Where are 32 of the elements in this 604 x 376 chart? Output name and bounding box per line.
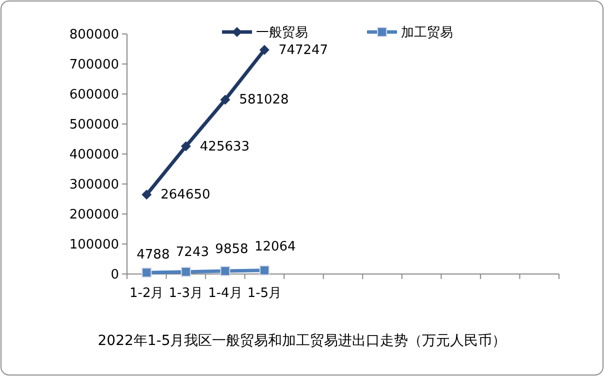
y-tick-label: 400000	[69, 148, 119, 162]
point	[180, 141, 191, 152]
data-label: 12064	[254, 239, 296, 254]
y-tick-label: 700000	[69, 58, 119, 72]
legend-label: 加工贸易	[401, 26, 453, 40]
point	[220, 94, 230, 105]
x-tick-label: 1-2月	[130, 286, 164, 301]
point	[142, 190, 152, 200]
data-label: 4788	[136, 248, 170, 263]
y-tick-label: 800000	[69, 28, 119, 42]
legend-label: 一般贸易	[256, 26, 308, 40]
x-tick-label: 1-4月	[208, 286, 242, 301]
text: 2022年1-5月我区一般贸易和加工贸易进出口走势（万元人民币）	[98, 333, 506, 349]
point	[180, 266, 191, 277]
x-tick-label: 1-3月	[168, 286, 204, 301]
y-tick-label: 300000	[69, 178, 119, 192]
data-label: 7243	[176, 244, 210, 260]
x-tick-label: 1-5月	[247, 286, 282, 301]
point	[220, 266, 230, 276]
point	[259, 265, 270, 276]
point	[259, 44, 270, 55]
y-tick-label: 500000	[69, 118, 119, 132]
y-tick-label: 0	[110, 268, 119, 282]
data-label: 264650	[160, 188, 210, 203]
y-tick-label: 100000	[69, 238, 119, 252]
data-label: 9858	[215, 242, 248, 258]
data-label: 581028	[239, 92, 289, 108]
y-tick-label: 600000	[69, 88, 119, 102]
y-tick-label: 200000	[69, 208, 119, 222]
data-label: 425633	[200, 139, 250, 154]
data-label: 747247	[278, 42, 328, 58]
point	[142, 268, 152, 278]
